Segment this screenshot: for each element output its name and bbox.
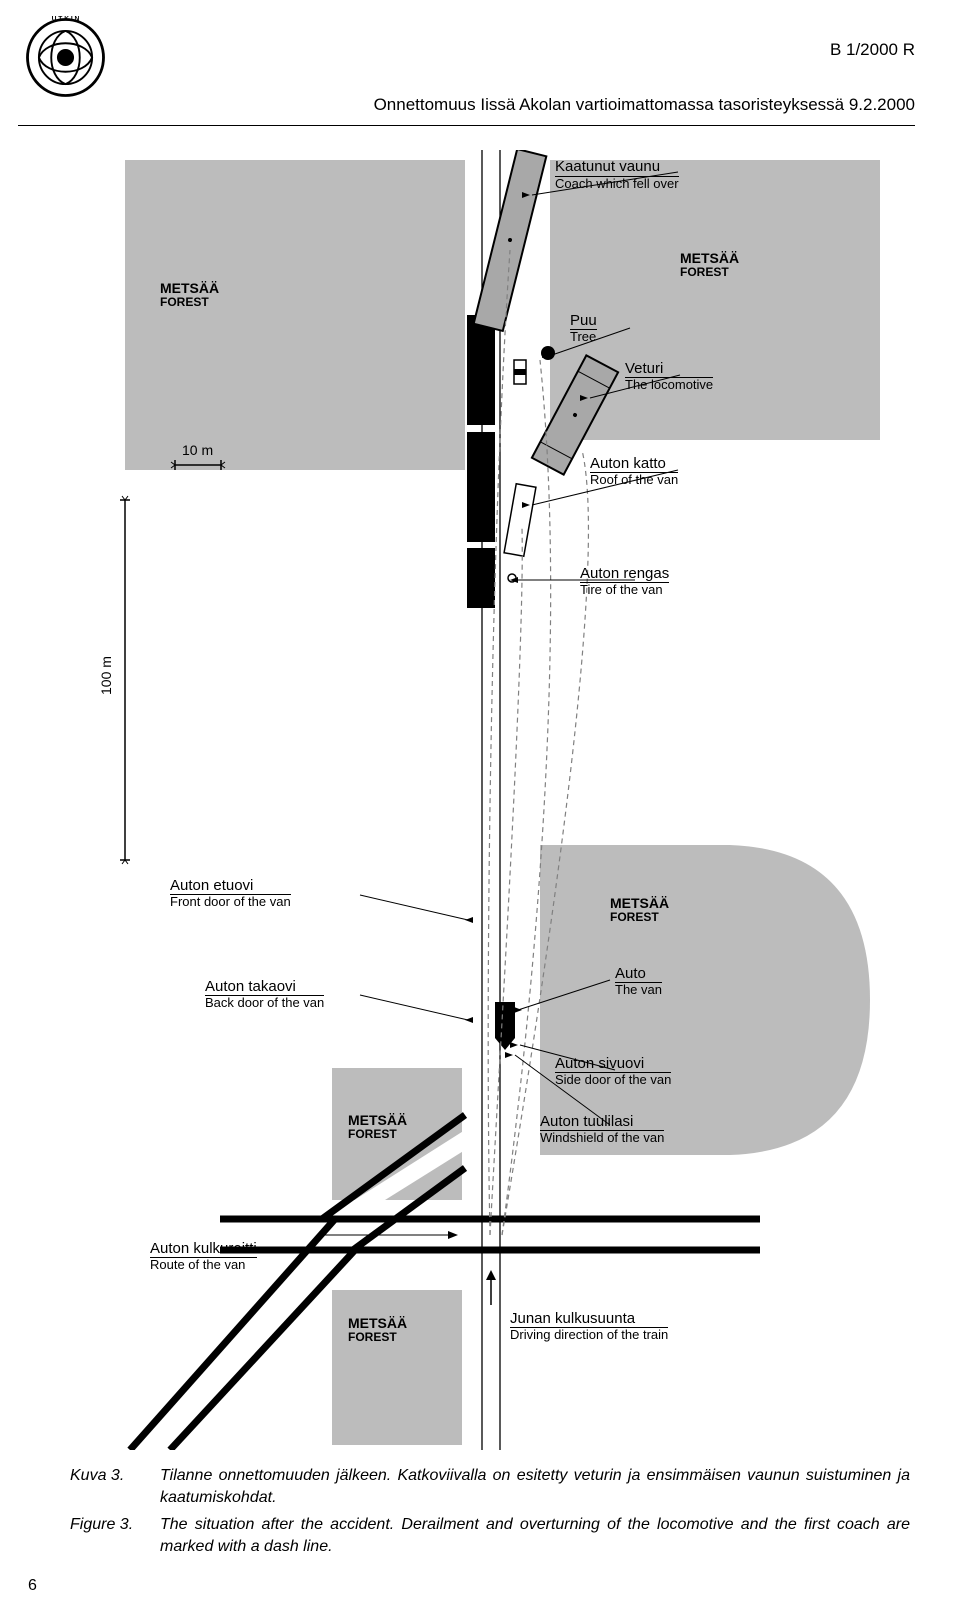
label-auto: Auto The van	[615, 965, 662, 998]
doc-reference: B 1/2000 R	[830, 40, 915, 60]
label-auton-tuulilasi: Auton tuulilasi Windshield of the van	[540, 1113, 664, 1146]
label-auton-kulkureitti: Auton kulkureitti Route of the van	[150, 1240, 257, 1273]
label-auton-etuovi: Auton etuovi Front door of the van	[170, 877, 291, 910]
label-kaatunut-vaunu: Kaatunut vaunu Coach which fell over	[555, 158, 679, 192]
figure-caption: Kuva 3. Tilanne onnettomuuden jälkeen. K…	[70, 1465, 910, 1563]
accident-diagram: METSÄÄ FOREST METSÄÄ FOREST METSÄÄ FORES…	[70, 150, 890, 1450]
scale-10m: 10 m	[182, 442, 213, 458]
label-auton-sivuovi: Auton sivuovi Side door of the van	[555, 1055, 671, 1088]
label-auton-takaovi: Auton takaovi Back door of the van	[205, 978, 324, 1011]
forest-label-tl: METSÄÄ FOREST	[160, 280, 219, 310]
caption-fi-key: Kuva 3.	[70, 1465, 160, 1508]
page-number: 6	[28, 1577, 37, 1595]
svg-text:U T K I N: U T K I N	[52, 15, 80, 22]
doc-title: Onnettomuus Iissä Akolan vartioimattomas…	[120, 95, 915, 115]
scale-100m: 100 m	[98, 656, 114, 695]
label-junan-kulkusuunta: Junan kulkusuunta Driving direction of t…	[510, 1310, 668, 1343]
label-puu: Puu Tree	[570, 312, 597, 345]
caption-en-key: Figure 3.	[70, 1514, 160, 1557]
header: U T K I N B 1/2000 R Onnettomuus Iissä A…	[0, 0, 960, 145]
logo: U T K I N	[18, 10, 113, 105]
caption-fi-text: Tilanne onnettomuuden jälkeen. Katkoviiv…	[160, 1465, 910, 1508]
label-auton-katto: Auton katto Roof of the van	[590, 455, 678, 488]
label-veturi: Veturi The locomotive	[625, 360, 713, 393]
header-rule	[18, 125, 915, 126]
forest-label-lm: METSÄÄ FOREST	[348, 1112, 407, 1142]
caption-en-text: The situation after the accident. Derail…	[160, 1514, 910, 1557]
label-auton-rengas: Auton rengas Tire of the van	[580, 565, 669, 598]
forest-label-tr: METSÄÄ FOREST	[680, 250, 739, 280]
forest-label-lb: METSÄÄ FOREST	[348, 1315, 407, 1345]
forest-label-mr: METSÄÄ FOREST	[610, 895, 669, 925]
